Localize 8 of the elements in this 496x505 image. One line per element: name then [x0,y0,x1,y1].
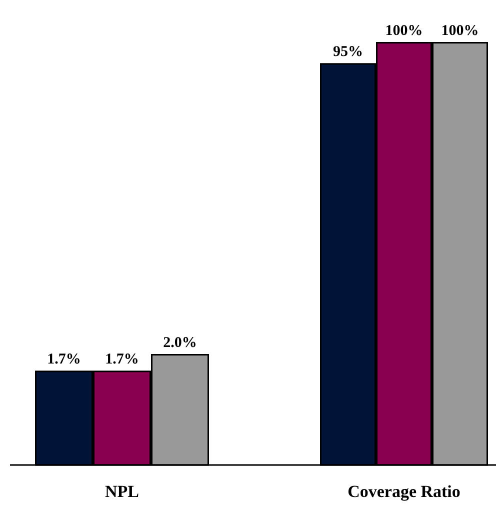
data-label: 2.0% [163,335,197,351]
data-label: 100% [385,23,423,39]
data-label: 1.7% [47,352,81,368]
x-tick-label: NPL [105,482,139,501]
data-label: 95% [333,44,363,60]
x-tick-label: Coverage Ratio [348,482,460,501]
data-label: 100% [441,23,479,39]
data-label: 1.7% [105,352,139,368]
